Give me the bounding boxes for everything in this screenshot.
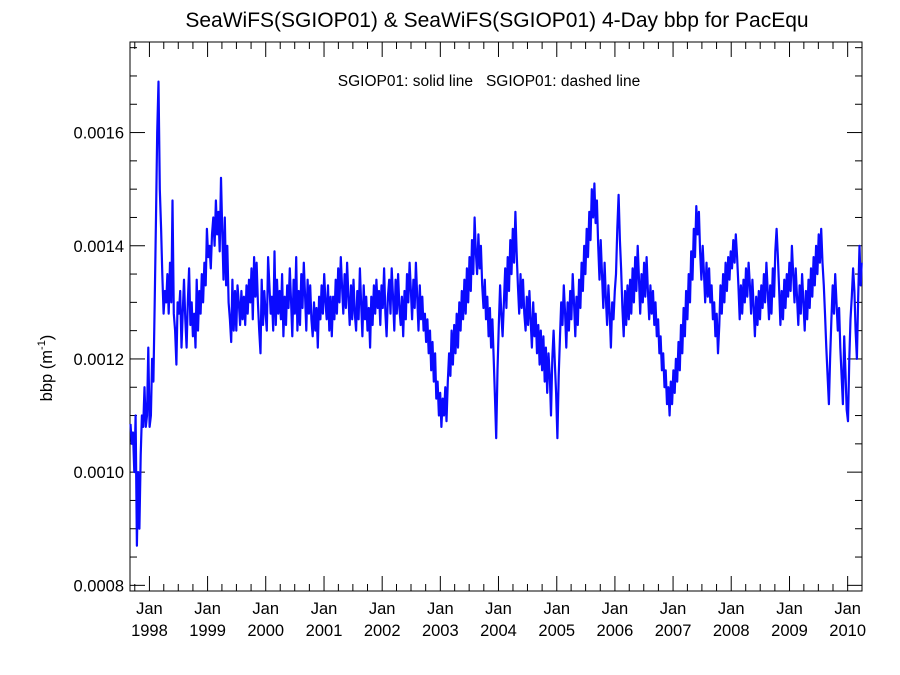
x-tick-year-label: 2007 bbox=[655, 622, 692, 640]
x-tick-year-label: 2000 bbox=[247, 622, 284, 640]
x-tick-year-label: 2009 bbox=[771, 622, 808, 640]
x-tick-month-label: Jan bbox=[194, 600, 221, 618]
x-tick-year-label: 2005 bbox=[538, 622, 575, 640]
x-tick-month-label: Jan bbox=[427, 600, 454, 618]
x-axis: Jan 1998 Jan 1999 Jan 2000 Jan 2001 Jan 2002 Jan 20… bbox=[131, 42, 866, 640]
x-tick-month-label: Jan bbox=[369, 600, 396, 618]
x-tick-month-label: Jan bbox=[252, 600, 279, 618]
y-tick-label: 0.0016 bbox=[74, 125, 124, 143]
x-tick-year-label: 2006 bbox=[597, 622, 634, 640]
x-tick-year-label: 2001 bbox=[306, 622, 343, 640]
x-tick-year-label: 2010 bbox=[829, 622, 866, 640]
x-tick-year-label: 1998 bbox=[131, 622, 168, 640]
plot-area bbox=[129, 41, 863, 592]
y-tick-label: 0.0012 bbox=[74, 351, 124, 369]
x-tick-month-label: Jan bbox=[776, 600, 803, 618]
series-layer bbox=[129, 80, 863, 547]
x-tick-month-label: Jan bbox=[602, 600, 629, 618]
y-axis-label-close: ) bbox=[38, 335, 56, 341]
y-tick-label: 0.0014 bbox=[74, 238, 124, 256]
x-tick-month-label: Jan bbox=[485, 600, 512, 618]
x-tick-month-label: Jan bbox=[660, 600, 687, 618]
series-line-solid bbox=[129, 80, 863, 547]
plot-border bbox=[129, 41, 863, 592]
x-tick-month-label: Jan bbox=[136, 600, 163, 618]
y-tick-label: 0.0010 bbox=[74, 464, 124, 482]
x-tick-year-label: 2008 bbox=[713, 622, 750, 640]
y-axis-label: bbp (m-1) bbox=[36, 335, 56, 402]
y-axis-label-exponent: -1 bbox=[36, 340, 48, 350]
series-annotation: SGIOP01: solid line SGIOP01: dashed line bbox=[338, 73, 640, 90]
x-tick-month-label: Jan bbox=[311, 600, 338, 618]
x-tick-month-label: Jan bbox=[834, 600, 861, 618]
chart-title: SeaWiFS(SGIOP01) & SeaWiFS(SGIOP01) 4-Da… bbox=[185, 9, 808, 32]
y-tick-label: 0.0008 bbox=[74, 577, 124, 595]
x-tick-year-label: 2002 bbox=[364, 622, 401, 640]
x-tick-year-label: 1999 bbox=[189, 622, 226, 640]
x-tick-year-label: 2004 bbox=[480, 622, 517, 640]
x-tick-month-label: Jan bbox=[543, 600, 570, 618]
y-axis-label-text: bbp (m bbox=[38, 350, 56, 401]
x-tick-year-label: 2003 bbox=[422, 622, 459, 640]
x-tick-month-label: Jan bbox=[718, 600, 745, 618]
